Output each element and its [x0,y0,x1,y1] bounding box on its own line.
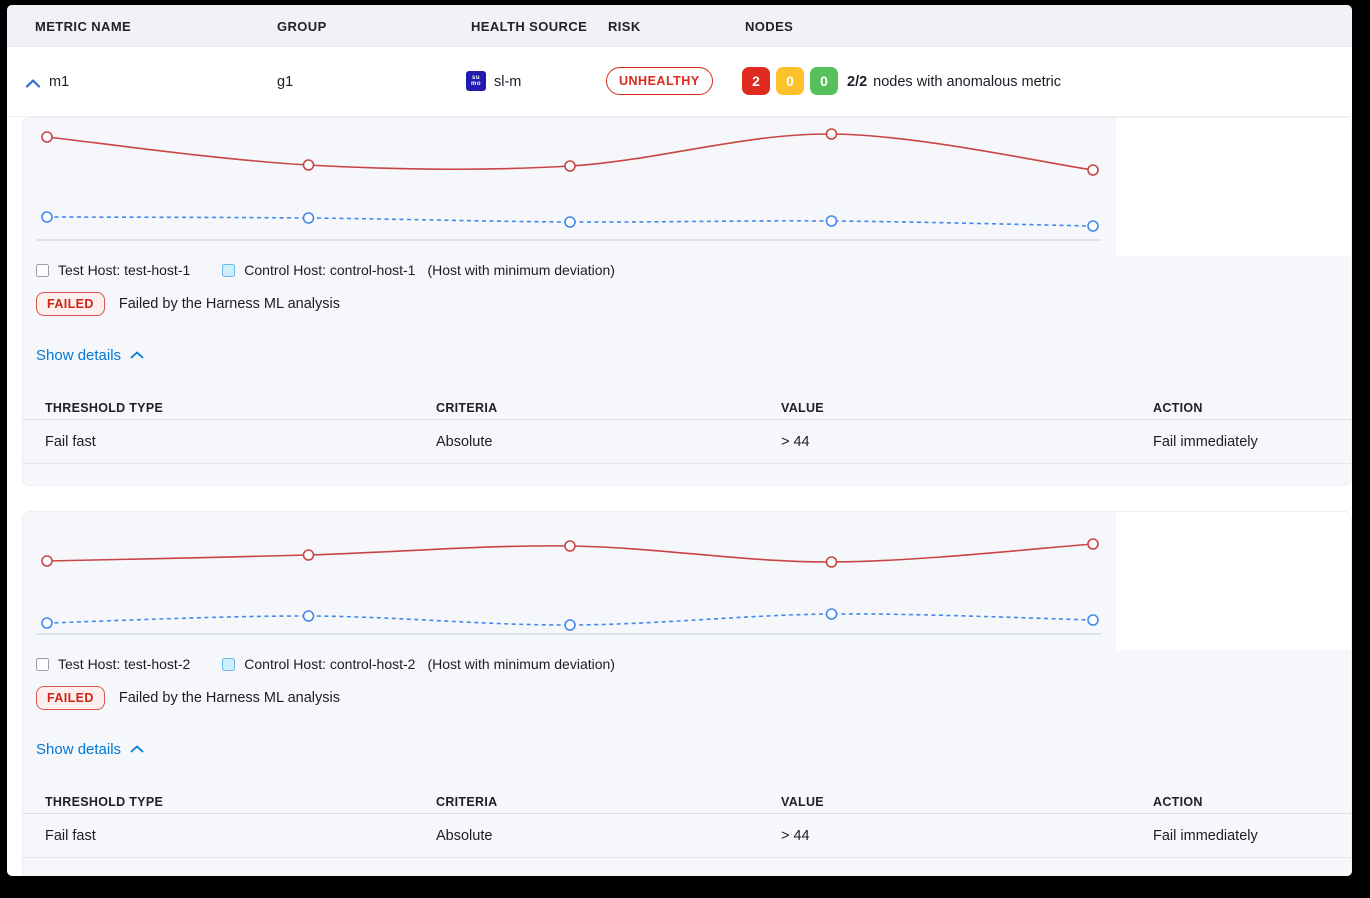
control-host-checkbox[interactable] [222,657,236,671]
header-action: ACTION [1153,401,1203,415]
show-details-link[interactable]: Show details [23,344,144,366]
analysis-status-row: FAILED Failed by the Harness ML analysis [23,685,1351,710]
header-value: VALUE [781,795,824,809]
chart-side-panel [1116,118,1351,256]
threshold-table-header: THRESHOLD TYPE CRITERIA VALUE ACTION [23,791,1351,814]
minimum-deviation-note: (Host with minimum deviation) [427,262,615,278]
metric-row[interactable]: m1 g1 su mo sl-m UNHEALTHY 2 0 0 2/2 node… [7,47,1352,117]
header-criteria: CRITERIA [436,795,498,809]
cell-threshold-type: Fail fast [45,827,96,844]
test-host-checkbox[interactable] [36,657,49,671]
legend-test-host[interactable]: Test Host: test-host-1 [36,262,190,278]
header-threshold-type: THRESHOLD TYPE [45,401,164,415]
legend-control-host[interactable]: Control Host: control-host-1 [222,262,415,278]
threshold-table-2: THRESHOLD TYPE CRITERIA VALUE ACTION Fai… [23,791,1351,858]
chevron-up-icon [130,351,144,359]
cell-criteria: Absolute [436,827,493,844]
host-analysis-card-2: Test Host: test-host-2 Control Host: con… [22,511,1352,876]
warning-nodes-badge: 0 [776,67,804,95]
header-action: ACTION [1153,795,1203,809]
header-value: VALUE [781,401,824,415]
line-chart-2 [36,538,1101,635]
sumo-icon-text-bottom: mo [471,81,481,87]
health-source-value: sl-m [494,74,522,90]
control-host-checkbox[interactable] [222,263,236,277]
cell-threshold-type: Fail fast [45,433,96,450]
show-details-link[interactable]: Show details [23,738,144,760]
risk-status-badge: UNHEALTHY [606,67,713,95]
sumo-icon-text-top: su [471,75,480,81]
threshold-table-1: THRESHOLD TYPE CRITERIA VALUE ACTION Fai… [23,397,1351,464]
threshold-table-header: THRESHOLD TYPE CRITERIA VALUE ACTION [23,397,1351,420]
chart-legend-2: Test Host: test-host-2 Control Host: con… [23,654,1351,674]
control-host-label: Control Host: control-host-2 [244,656,416,672]
control-host-label: Control Host: control-host-1 [244,262,416,278]
collapse-chevron-icon[interactable] [25,75,41,93]
test-host-checkbox[interactable] [36,263,49,277]
cell-action: Fail immediately [1153,433,1258,450]
show-details-label: Show details [36,346,122,364]
failed-status-badge: FAILED [36,685,105,710]
comparison-chart-2[interactable] [23,512,1351,650]
chart-side-panel [1116,512,1351,650]
chevron-up-icon [130,745,144,753]
node-count-badges: 2 0 0 [742,67,838,95]
threshold-table-row: Fail fast Absolute > 44 Fail immediately [23,814,1351,858]
header-threshold-type: THRESHOLD TYPE [45,795,164,809]
cell-criteria: Absolute [436,433,493,450]
host-analysis-card-1: Test Host: test-host-1 Control Host: con… [22,117,1352,486]
metric-name-value: m1 [49,74,70,90]
column-metric-name: METRIC NAME [35,19,132,34]
column-nodes: NODES [745,19,794,34]
analysis-status-row: FAILED Failed by the Harness ML analysis [23,291,1351,316]
show-details-label: Show details [36,740,122,758]
test-host-label: Test Host: test-host-2 [58,656,191,672]
node-summary-text: 2/2 nodes with anomalous metric [847,74,1061,90]
column-health-source: HEALTH SOURCE [471,19,588,34]
cell-action: Fail immediately [1153,827,1258,844]
node-description: nodes with anomalous metric [873,74,1061,90]
table-column-header: METRIC NAME GROUP HEALTH SOURCE RISK NOD… [7,5,1352,47]
line-chart-1 [36,128,1101,241]
chart-legend-1: Test Host: test-host-1 Control Host: con… [23,260,1351,280]
cell-value: > 44 [781,827,810,844]
minimum-deviation-note: (Host with minimum deviation) [427,656,615,672]
test-host-label: Test Host: test-host-1 [58,262,191,278]
threshold-table-row: Fail fast Absolute > 44 Fail immediately [23,420,1351,464]
comparison-chart-1[interactable] [23,118,1351,256]
column-risk: RISK [608,19,641,34]
column-group: GROUP [277,19,327,34]
failed-status-message: Failed by the Harness ML analysis [118,295,340,312]
sumo-logic-icon: su mo [466,71,486,91]
metric-group-value: g1 [277,74,294,90]
healthy-nodes-badge: 0 [810,67,838,95]
node-ratio: 2/2 [847,74,868,90]
legend-control-host[interactable]: Control Host: control-host-2 [222,656,415,672]
cell-value: > 44 [781,433,810,450]
app-window: METRIC NAME GROUP HEALTH SOURCE RISK NOD… [7,5,1352,876]
anomalous-nodes-badge: 2 [742,67,770,95]
failed-status-badge: FAILED [36,291,105,316]
failed-status-message: Failed by the Harness ML analysis [118,689,340,706]
legend-test-host[interactable]: Test Host: test-host-2 [36,656,190,672]
header-criteria: CRITERIA [436,401,498,415]
